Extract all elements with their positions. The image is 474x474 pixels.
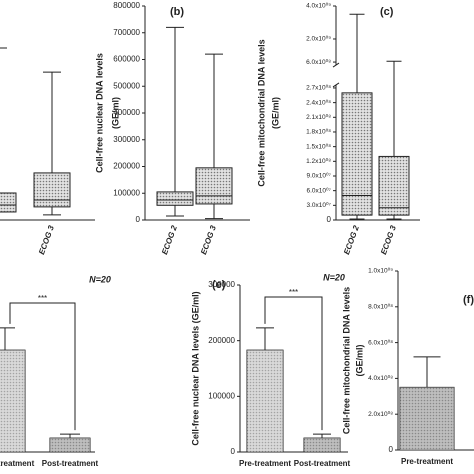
y-tick-label: 1.8x10⁰⁸ bbox=[306, 128, 331, 136]
y-tick-label: 2.1x10⁰⁸ bbox=[306, 113, 331, 121]
significance: *** bbox=[289, 288, 298, 297]
y-tick-label: 6.0x10⁰⁸ bbox=[368, 338, 393, 346]
annotation: N=20 bbox=[89, 274, 111, 284]
bar-texture bbox=[0, 350, 25, 452]
box bbox=[195, 167, 233, 205]
box bbox=[0, 192, 17, 213]
x-tick-label: ECOG 3 bbox=[379, 224, 398, 256]
bar-texture bbox=[400, 387, 454, 450]
y-tick-label: 8.0x10⁰⁸ bbox=[368, 303, 393, 311]
y-tick-label: 100000 bbox=[113, 188, 140, 197]
y-tick-label: 200000 bbox=[113, 162, 140, 171]
y-tick-label: 4.0x10⁰⁸ bbox=[368, 374, 393, 382]
y-tick-label: 400000 bbox=[113, 108, 140, 117]
y-tick-label: 600000 bbox=[113, 55, 140, 64]
x-tick-label: ECOG 3 bbox=[37, 224, 56, 256]
bar-texture bbox=[50, 438, 90, 452]
y-tick-label: 1.5x10⁰⁸ bbox=[306, 142, 331, 150]
x-tick-label: Post-treatment bbox=[42, 459, 99, 468]
y-tick-label: 700000 bbox=[113, 28, 140, 37]
y-tick-label: 1.0x10⁰⁹ bbox=[368, 267, 393, 275]
y-tick-label: 2.0x10⁰⁹ bbox=[306, 35, 331, 43]
panel-label: (b) bbox=[170, 6, 184, 18]
x-tick-label: treatment bbox=[0, 459, 35, 468]
bar-texture bbox=[304, 438, 340, 452]
y-tick-label: 300000 bbox=[113, 135, 140, 144]
y-tick-label: 500000 bbox=[113, 81, 140, 90]
y-axis-label: Cell-free nuclear DNA levels (GE/ml) bbox=[190, 291, 200, 445]
box bbox=[33, 172, 71, 208]
x-tick-label: Post-treatment bbox=[294, 459, 351, 468]
box bbox=[341, 92, 373, 216]
axis-break bbox=[332, 62, 340, 68]
bar-texture bbox=[247, 350, 283, 452]
annotation: N=20 bbox=[323, 272, 345, 282]
y-axis-label: Cell-free nuclear DNA levels bbox=[94, 53, 104, 173]
y-tick-label: 200000 bbox=[208, 336, 235, 345]
y-axis-label: Cell-free mitochondrial DNA levels bbox=[256, 39, 266, 186]
y-tick-label: 100000 bbox=[208, 391, 235, 400]
panel-label: (c) bbox=[380, 6, 394, 18]
y-tick-label: 9.0x10⁰⁷ bbox=[307, 172, 332, 180]
x-tick-label: ECOG 2 bbox=[160, 224, 179, 256]
y-tick-label: 0 bbox=[231, 447, 236, 456]
y-tick-label: 2.4x10⁰⁸ bbox=[306, 98, 331, 106]
x-tick-label: Pre-treatment bbox=[401, 457, 453, 466]
x-tick-label: Pre-treatment bbox=[239, 459, 291, 468]
y-tick-label: 800000 bbox=[113, 1, 140, 10]
box bbox=[156, 191, 194, 206]
y-axis-label: (GE/ml) bbox=[270, 97, 280, 129]
panel-label: (f) bbox=[463, 294, 474, 306]
significance-bracket bbox=[264, 296, 323, 431]
y-tick-label: 0 bbox=[327, 215, 332, 224]
y-axis-label: (GE/ml) bbox=[354, 344, 364, 376]
panel-label: (e) bbox=[212, 279, 226, 291]
y-tick-label: 2.7x10⁰⁸ bbox=[306, 84, 331, 92]
y-tick-label: 1.2x10⁰⁸ bbox=[306, 157, 331, 165]
y-tick-label: 6.0x10⁰⁷ bbox=[307, 186, 332, 194]
y-tick-label: 0 bbox=[136, 215, 141, 224]
significance-bracket bbox=[9, 302, 76, 431]
y-tick-label: 4.0x10⁰⁹ bbox=[306, 2, 331, 10]
y-axis-label: (GE/ml) bbox=[110, 97, 120, 129]
x-tick-label: ECOG 2 bbox=[342, 224, 361, 256]
y-tick-label: 6.0x10⁰⁸ bbox=[306, 58, 331, 66]
y-tick-label: 300000 bbox=[208, 280, 235, 289]
x-tick-label: ECOG 3 bbox=[199, 224, 218, 256]
y-tick-label: 0 bbox=[389, 445, 394, 454]
y-axis-label: Cell-free mitochondrial DNA levels bbox=[341, 287, 351, 434]
y-tick-label: 2.0x10⁰⁸ bbox=[368, 410, 393, 418]
axis-break bbox=[332, 82, 340, 88]
box bbox=[378, 155, 410, 216]
y-tick-label: 3.0x10⁰⁷ bbox=[307, 201, 332, 209]
significance: *** bbox=[38, 294, 47, 303]
